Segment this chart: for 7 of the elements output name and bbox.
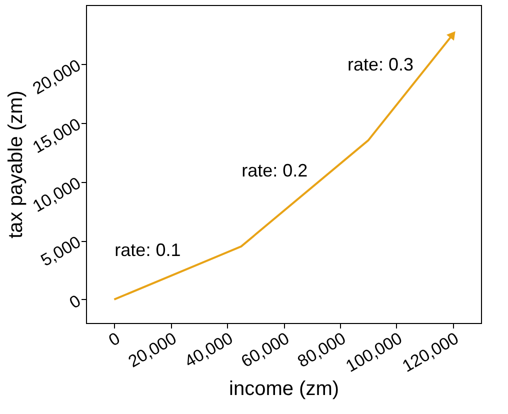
x-axis-title: income (zm) [228,378,340,400]
y-axis-title: tax payable (zm) [4,90,27,238]
x-tick-label: 0 [106,328,124,350]
annotation: rate: 0.2 [242,160,308,180]
annotation: rate: 0.1 [114,240,181,260]
annotation: rate: 0.3 [347,54,414,74]
y-tick-label: 0 [66,291,84,312]
